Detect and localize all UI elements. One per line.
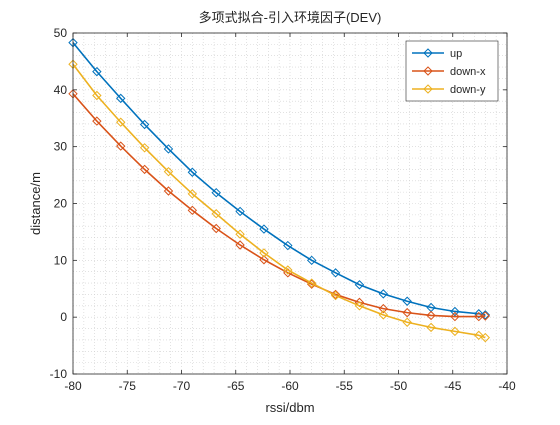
data-point xyxy=(235,206,245,217)
data-point xyxy=(235,240,245,250)
data-point xyxy=(426,310,436,321)
data-point xyxy=(402,307,412,318)
data-point xyxy=(211,187,221,198)
x-axis-label: rssi/dbm xyxy=(265,400,314,415)
series-line xyxy=(72,93,486,318)
series-layer xyxy=(68,37,491,343)
legend-marker xyxy=(423,48,433,58)
data-point xyxy=(330,268,341,278)
data-point xyxy=(330,289,341,300)
data-point xyxy=(402,296,412,306)
data-point xyxy=(211,223,221,234)
data-point xyxy=(378,310,389,320)
data-point xyxy=(92,116,102,126)
data-point xyxy=(330,290,341,301)
legend-marker xyxy=(423,66,433,76)
data-point xyxy=(378,303,389,314)
legend-item: up xyxy=(412,48,462,60)
x-tick-label: -70 xyxy=(173,379,191,393)
y-tick-label: 50 xyxy=(54,26,68,40)
data-point xyxy=(187,167,198,177)
data-point xyxy=(211,209,221,219)
x-axis-ticks: -80 -75 -70 -65 -60 -55 -50 -45 -40 xyxy=(64,33,516,393)
data-point xyxy=(378,289,389,299)
legend-label: down-x xyxy=(450,66,486,78)
legend-label: up xyxy=(450,48,462,60)
data-point xyxy=(480,311,491,321)
data-point xyxy=(139,164,150,175)
x-tick-label: -60 xyxy=(281,379,299,393)
y-tick-label: 30 xyxy=(54,140,68,154)
y-axis-label: distance/m xyxy=(28,172,43,235)
data-point xyxy=(163,144,174,154)
data-point xyxy=(474,330,484,341)
data-point xyxy=(139,119,150,130)
data-point xyxy=(283,240,293,251)
legend-label: down-y xyxy=(450,84,486,96)
legend: up down-x down-y xyxy=(405,40,499,102)
legend-item: down-x xyxy=(412,66,486,78)
data-point xyxy=(92,90,102,101)
data-point xyxy=(259,255,269,265)
data-point xyxy=(116,141,126,151)
x-tick-label: -80 xyxy=(64,379,82,393)
data-point xyxy=(139,143,150,153)
data-point xyxy=(259,224,269,234)
chart-title: 多项式拟合-引入环境因子(DEV) xyxy=(199,10,382,25)
x-tick-label: -75 xyxy=(119,379,137,393)
data-point xyxy=(306,255,317,266)
data-point xyxy=(474,309,484,319)
data-point xyxy=(450,306,460,317)
data-point xyxy=(92,66,102,77)
x-tick-label: -50 xyxy=(390,379,408,393)
legend-item: down-y xyxy=(412,84,486,96)
legend-marker xyxy=(423,84,433,94)
data-point xyxy=(354,280,365,290)
y-tick-label: -10 xyxy=(50,367,68,381)
y-tick-label: 0 xyxy=(60,310,67,324)
data-point xyxy=(187,205,198,216)
data-point xyxy=(163,186,174,196)
data-point xyxy=(235,229,245,239)
y-tick-label: 40 xyxy=(54,83,68,97)
y-tick-label: 10 xyxy=(54,253,68,267)
data-point xyxy=(116,117,126,127)
y-axis-ticks: -10 0 10 20 30 40 50 xyxy=(50,26,507,381)
x-tick-label: -40 xyxy=(498,379,516,393)
x-tick-label: -55 xyxy=(336,379,354,393)
series-line xyxy=(72,63,486,339)
data-point xyxy=(354,301,365,311)
x-tick-label: -65 xyxy=(227,379,245,393)
series-line xyxy=(72,42,486,316)
data-point xyxy=(163,166,174,177)
data-point xyxy=(480,310,491,320)
data-point xyxy=(450,326,460,337)
data-point xyxy=(450,311,460,322)
data-point xyxy=(402,317,412,327)
series-up xyxy=(68,37,491,320)
data-point xyxy=(480,332,491,343)
data-point xyxy=(306,278,317,288)
data-point xyxy=(283,265,293,275)
y-tick-label: 20 xyxy=(54,197,68,211)
data-point xyxy=(306,279,317,289)
data-point xyxy=(116,93,126,104)
data-point xyxy=(187,189,198,199)
data-point xyxy=(426,322,436,333)
x-tick-label: -45 xyxy=(444,379,462,393)
data-point xyxy=(259,248,269,258)
